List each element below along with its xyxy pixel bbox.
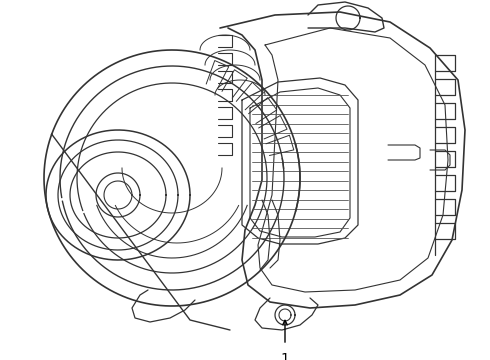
Text: 1: 1 xyxy=(281,352,290,360)
